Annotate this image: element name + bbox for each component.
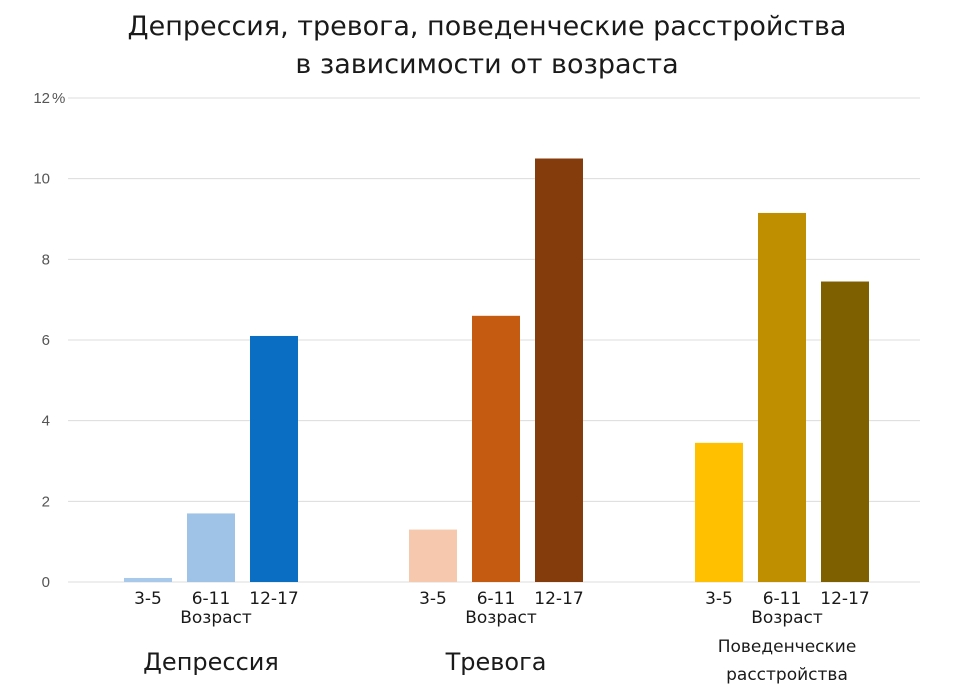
- y-tick-label: 8: [42, 251, 50, 268]
- bar: [695, 442, 743, 582]
- axis-sublabel: Возраст: [180, 608, 252, 628]
- x-category-label: 6-11: [763, 589, 802, 609]
- y-tick-label: 12: [33, 90, 50, 107]
- x-category-label: 6-11: [477, 589, 516, 609]
- y-tick-label: 6: [42, 332, 50, 349]
- bar: [821, 281, 869, 582]
- bar: [472, 315, 520, 582]
- axis-sublabel: Возраст: [465, 608, 537, 628]
- chart-title-line-2: в зависимости от возраста: [295, 49, 679, 80]
- chart-title-line-1: Депрессия, тревога, поведенческие расстр…: [127, 11, 847, 42]
- group-label: расстройства: [726, 665, 848, 685]
- y-tick-label: 4: [42, 413, 50, 430]
- x-category-label: 12-17: [249, 589, 298, 609]
- x-category-label: 3-5: [134, 589, 162, 609]
- bar: [535, 158, 583, 582]
- y-tick-label: 0: [42, 574, 50, 591]
- y-tick-label: 2: [42, 493, 50, 510]
- group-label: Депрессия: [143, 648, 279, 676]
- chart-title: Депрессия, тревога, поведенческие расстр…: [0, 8, 974, 84]
- bar: [187, 513, 235, 582]
- x-category-label: 12-17: [534, 589, 583, 609]
- group-label: Поведенческие: [718, 637, 857, 657]
- axis-sublabel: Возраст: [751, 608, 823, 628]
- y-tick-label: 10: [33, 171, 50, 188]
- y-unit-label: %: [52, 90, 65, 107]
- bar: [409, 529, 457, 582]
- bar: [250, 335, 298, 582]
- group-label: Тревога: [445, 648, 547, 676]
- x-category-label: 6-11: [192, 589, 231, 609]
- x-category-label: 3-5: [705, 589, 733, 609]
- bar: [124, 577, 172, 582]
- x-category-label: 12-17: [820, 589, 869, 609]
- bar: [758, 212, 806, 582]
- x-category-label: 3-5: [419, 589, 447, 609]
